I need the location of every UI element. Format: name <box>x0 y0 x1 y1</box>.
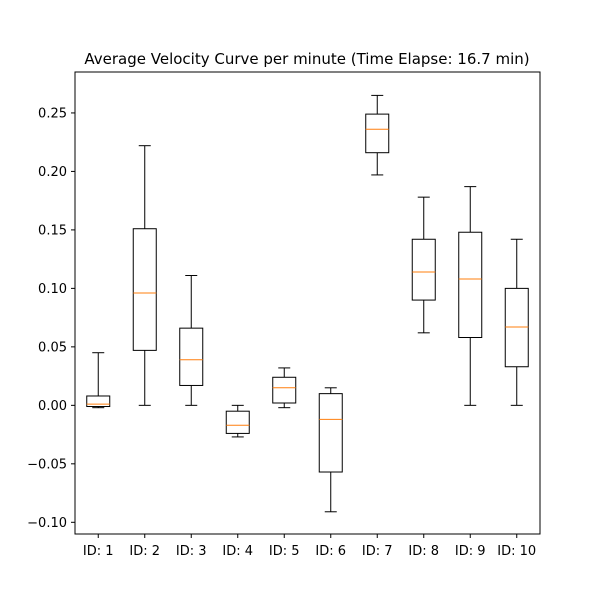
box-body <box>318 393 343 473</box>
box-1 <box>86 352 111 409</box>
box-body <box>458 231 483 339</box>
y-tick-label: −0.05 <box>27 457 67 472</box>
x-tick-label: ID: 4 <box>222 544 253 559</box>
box-body <box>411 238 436 301</box>
x-tick-label: ID: 9 <box>455 544 486 559</box>
axes-frame <box>74 71 541 535</box>
x-tick-label: ID: 6 <box>315 544 346 559</box>
box-body <box>132 228 157 351</box>
box-body <box>272 376 297 404</box>
plot-area <box>86 94 529 513</box>
y-tick-label: 0.15 <box>38 223 67 238</box>
x-tick-label: ID: 8 <box>408 544 439 559</box>
x-tick-label: ID: 2 <box>129 544 160 559</box>
box-body <box>504 287 529 368</box>
y-axis: −0.10 −0.05 0.00 0.05 0.10 0.15 0.20 0.25 <box>27 106 75 531</box>
box-4 <box>225 404 250 438</box>
box-body <box>365 113 390 154</box>
box-body <box>179 327 204 386</box>
x-tick-label: ID: 3 <box>176 544 207 559</box>
x-tick-label: ID: 1 <box>83 544 114 559</box>
y-tick-label: 0.25 <box>38 106 67 121</box>
box-9 <box>458 186 483 406</box>
y-tick-label: 0.20 <box>38 165 67 180</box>
box-10 <box>504 238 529 406</box>
box-5 <box>272 367 297 409</box>
y-tick-label: 0.10 <box>38 282 67 297</box>
x-tick-label: ID: 7 <box>362 544 393 559</box>
box-7 <box>365 94 390 176</box>
box-body <box>86 395 111 408</box>
x-axis: ID: 1 ID: 2 ID: 3 ID: 4 ID: 5 ID: 6 ID: 7 ID: 8… <box>83 534 536 559</box>
box-6 <box>318 387 343 513</box>
x-tick-label: ID: 10 <box>497 544 536 559</box>
box-8 <box>411 196 436 334</box>
box-3 <box>179 275 204 406</box>
y-tick-label: −0.10 <box>27 516 67 531</box>
x-tick-label: ID: 5 <box>269 544 300 559</box>
chart-title: Average Velocity Curve per minute (Time … <box>84 50 529 68</box>
y-tick-label: 0.05 <box>38 340 67 355</box>
box-2 <box>132 145 157 406</box>
y-tick-label: 0.00 <box>38 399 67 414</box>
box-body <box>225 410 250 434</box>
